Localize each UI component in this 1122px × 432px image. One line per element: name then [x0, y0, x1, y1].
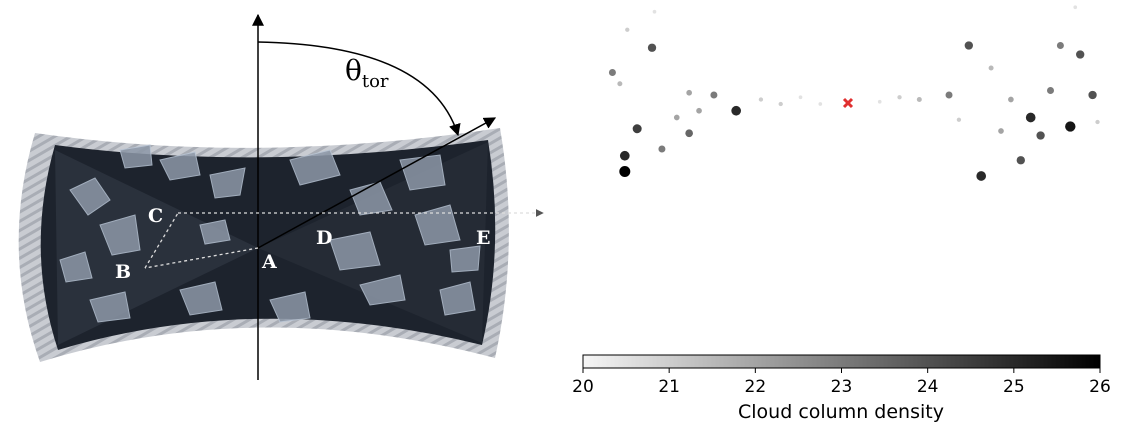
point-label: D	[316, 227, 332, 249]
cloud-point	[1073, 5, 1077, 9]
cloud-point	[1076, 50, 1084, 58]
cloud-point	[1057, 42, 1064, 49]
cloud-point	[1017, 156, 1025, 164]
figure: θtor A B C D E Cloud column density 20 21…	[0, 0, 1122, 432]
cloud-point	[1047, 87, 1054, 94]
cloud-point	[897, 95, 901, 99]
cloud-point	[686, 90, 692, 96]
center-marker	[844, 99, 852, 107]
colorbar-label: Cloud column density	[738, 401, 944, 423]
cloud-point	[658, 146, 665, 153]
page: {"diagram": {"angle_symbol": "θ", "angle…	[0, 0, 1122, 432]
colorbar-tick-label: 25	[1003, 377, 1025, 397]
point-label: E	[476, 227, 490, 249]
colorbar-tick-label: 20	[572, 377, 594, 397]
cloud-point	[976, 171, 986, 181]
cloud-point	[685, 129, 693, 137]
colorbar-tick-label: 23	[831, 377, 853, 397]
cloud-point	[878, 100, 882, 104]
angle-label: θtor	[345, 54, 389, 92]
cloud-point	[1088, 91, 1096, 99]
cloud-point	[989, 66, 994, 71]
colorbar-tick-label: 24	[917, 377, 939, 397]
cloud-point	[653, 10, 657, 14]
cloud-point	[779, 102, 783, 106]
cloud-point	[619, 166, 630, 177]
colorbar-tick-label: 22	[745, 377, 767, 397]
cloud-point	[957, 118, 961, 122]
cloud-point	[759, 97, 763, 101]
colorbar-tick-label: 26	[1089, 377, 1111, 397]
scatter-plot	[609, 5, 1100, 180]
torus-illustration: θtor A B C D E	[19, 15, 543, 380]
cloud-point	[965, 41, 973, 49]
colorbar: Cloud column density 20 21 22 23 24 25 26	[572, 355, 1111, 423]
cloud-point	[731, 106, 741, 116]
cloud-point	[674, 115, 680, 121]
cloud-point	[799, 95, 803, 99]
point-label: B	[115, 261, 131, 283]
cloud-point	[818, 102, 822, 106]
cloud-point	[1095, 120, 1099, 124]
cloud-point	[625, 28, 629, 32]
cloud-point	[917, 97, 922, 102]
cloud-point	[998, 128, 1004, 134]
colorbar-tick-label: 21	[658, 377, 680, 397]
cloud-point	[1008, 97, 1014, 103]
cloud-point	[609, 69, 616, 76]
cloud-point	[648, 44, 656, 52]
cloud-point	[1065, 121, 1075, 131]
cloud-point	[633, 124, 642, 133]
cloud-point	[710, 92, 717, 99]
cloud-point	[696, 108, 702, 114]
point-label: A	[261, 251, 277, 273]
cloud-point	[620, 151, 630, 161]
cloud-point	[946, 92, 953, 99]
angle-symbol: θ	[345, 54, 362, 87]
point-label: C	[148, 205, 163, 227]
cloud-point	[1026, 113, 1036, 123]
cloud-point	[617, 81, 622, 86]
colorbar-gradient	[583, 355, 1100, 368]
cloud-point	[1036, 131, 1044, 139]
angle-subscript: tor	[362, 71, 389, 92]
